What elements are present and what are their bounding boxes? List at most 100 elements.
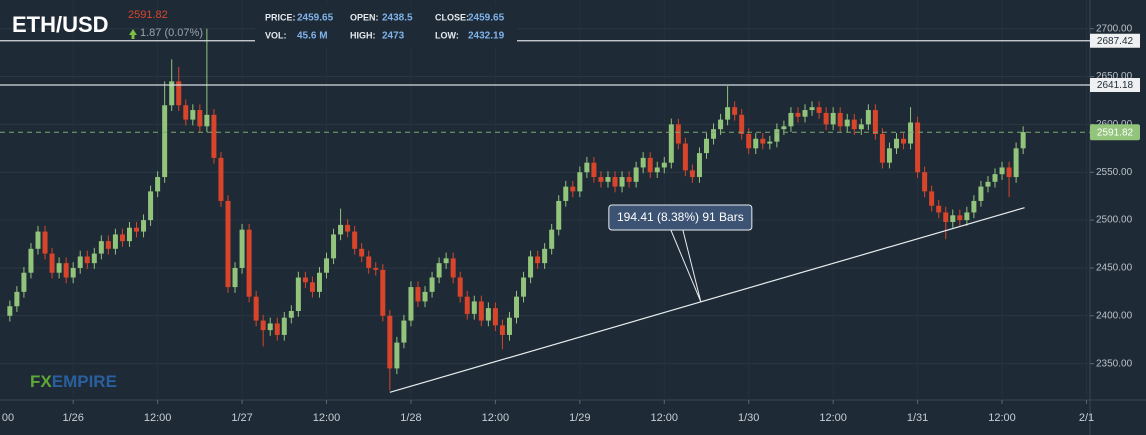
- candle-body: [274, 323, 280, 335]
- x-tick-label: 1/31: [907, 412, 928, 424]
- candle-body: [1013, 148, 1019, 178]
- candle-body: [338, 224, 344, 235]
- candle-body: [823, 112, 829, 125]
- candle-body: [985, 181, 991, 187]
- candle-body: [506, 317, 512, 335]
- candle-body: [366, 256, 372, 268]
- x-tick-label: 12:00: [988, 412, 1016, 424]
- candle-body: [331, 234, 337, 259]
- candle-body: [134, 227, 140, 232]
- candle-body: [42, 231, 48, 254]
- candle-body: [915, 122, 921, 173]
- candle-body: [999, 167, 1005, 175]
- y-tick-label: 2500.00: [1096, 215, 1133, 226]
- candle-body: [422, 291, 428, 302]
- candle-body: [879, 133, 885, 163]
- candle-body: [380, 269, 386, 316]
- candle-body: [204, 114, 210, 127]
- candle-body: [591, 162, 597, 178]
- candle-body: [471, 301, 477, 314]
- candle-body: [682, 143, 688, 171]
- candle-body: [746, 133, 752, 149]
- candle-body: [281, 317, 287, 335]
- plot: [7, 28, 1026, 391]
- candle-body: [767, 141, 773, 144]
- candle-body: [352, 231, 358, 249]
- y-tick-label: 2450.00: [1096, 263, 1133, 274]
- y-tick-label: 2650.00: [1096, 71, 1133, 82]
- candle-body: [28, 248, 34, 273]
- candle-body: [77, 256, 83, 268]
- candle-body: [288, 311, 294, 318]
- candle-body: [668, 124, 674, 163]
- stat-label: HIGH:: [350, 30, 376, 40]
- watermark: FXEMPIRE: [30, 372, 117, 391]
- candle-body: [978, 186, 984, 201]
- level-label: 2641.18: [1097, 80, 1134, 91]
- candle-body: [387, 315, 393, 369]
- x-tick-label: 12:00: [313, 412, 341, 424]
- level-badge: [1090, 77, 1140, 92]
- y-tick-label: 2400.00: [1096, 310, 1133, 321]
- candle-body: [647, 157, 653, 173]
- candle-body: [619, 177, 625, 187]
- candle-body: [148, 191, 154, 221]
- candle-body: [485, 308, 491, 321]
- candle-body: [633, 167, 639, 182]
- candle-body: [675, 124, 681, 144]
- candle-body: [950, 215, 956, 223]
- candle-body: [91, 253, 97, 264]
- candle-body: [893, 138, 899, 149]
- stat-value: 2432.19: [468, 31, 505, 42]
- x-tick-label: 12:00: [819, 412, 847, 424]
- x-tick-label: 1/30: [738, 412, 759, 424]
- candle-body: [429, 277, 435, 292]
- candle-body: [570, 186, 576, 192]
- stat-value: 2459.65: [468, 13, 505, 24]
- last-price-label: 2591.82: [1097, 127, 1134, 138]
- candle-body: [373, 267, 379, 270]
- candle-body: [14, 291, 20, 307]
- candle-body: [232, 267, 238, 288]
- candle-body: [535, 256, 541, 264]
- candle-body: [126, 227, 132, 242]
- candle-body: [816, 107, 822, 113]
- candle-body: [514, 296, 520, 318]
- candle-body: [718, 119, 724, 130]
- candle-body: [577, 172, 583, 192]
- stat-value: 2438.5: [382, 13, 413, 24]
- candle-body: [176, 81, 182, 106]
- candle-body: [408, 287, 414, 321]
- overlay: 2687.42 2641.18 2591.82 194.41 (8.38%) 91 B…: [0, 33, 1140, 393]
- candle-body: [436, 263, 442, 278]
- candle-body: [49, 253, 55, 273]
- candle-body: [753, 138, 759, 149]
- candle-body: [211, 114, 217, 158]
- candle-body: [901, 138, 907, 144]
- candle-body: [464, 296, 470, 314]
- candle-body: [183, 105, 189, 120]
- candle-body: [788, 112, 794, 127]
- candle-body: [169, 81, 175, 106]
- trendline-pointer: [670, 229, 702, 303]
- candle-body: [858, 124, 864, 130]
- candle-body: [162, 105, 168, 178]
- candle-body: [1020, 132, 1026, 149]
- x-tick-label: 1/26: [62, 412, 83, 424]
- candle-body: [795, 112, 801, 117]
- candle-body: [21, 272, 27, 292]
- candle-body: [443, 258, 449, 264]
- candle-body: [872, 110, 878, 134]
- candle-body: [851, 119, 857, 130]
- candle-body: [563, 186, 569, 201]
- candle-body: [654, 167, 660, 173]
- candle-body: [865, 110, 871, 125]
- stats-panel: [255, 6, 517, 48]
- candle-body: [267, 323, 273, 331]
- candle-body: [711, 129, 717, 139]
- last-price-badge: [1090, 124, 1140, 141]
- candle-body: [626, 177, 632, 182]
- level-label: 2687.42: [1097, 36, 1134, 47]
- candle-body: [35, 231, 41, 249]
- candle-body: [63, 263, 69, 278]
